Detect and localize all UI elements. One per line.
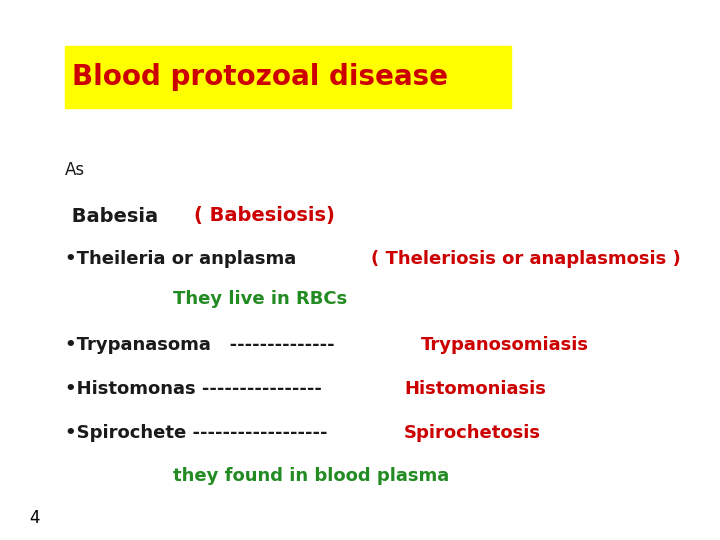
Text: •Theileria or anplasma: •Theileria or anplasma xyxy=(65,250,302,268)
Text: •Spirochete ------------------: •Spirochete ------------------ xyxy=(65,424,328,442)
FancyBboxPatch shape xyxy=(65,46,511,108)
Text: They live in RBCs: They live in RBCs xyxy=(173,289,347,308)
Text: Spirochetosis: Spirochetosis xyxy=(403,424,541,442)
Text: •Histomonas ----------------: •Histomonas ---------------- xyxy=(65,380,328,398)
Text: 4: 4 xyxy=(29,509,40,528)
Text: Blood protozoal disease: Blood protozoal disease xyxy=(72,63,448,91)
Text: ( Babesiosis): ( Babesiosis) xyxy=(194,206,335,226)
Text: Babesia: Babesia xyxy=(65,206,165,226)
Text: Histomoniasis: Histomoniasis xyxy=(405,380,546,398)
Text: As: As xyxy=(65,161,85,179)
Text: Trypanosomiasis: Trypanosomiasis xyxy=(420,335,589,354)
Text: they found in blood plasma: they found in blood plasma xyxy=(173,467,449,485)
Text: •Trypanasoma   --------------: •Trypanasoma -------------- xyxy=(65,335,341,354)
Text: ( Theleriosis or anaplasmosis ): ( Theleriosis or anaplasmosis ) xyxy=(372,250,681,268)
